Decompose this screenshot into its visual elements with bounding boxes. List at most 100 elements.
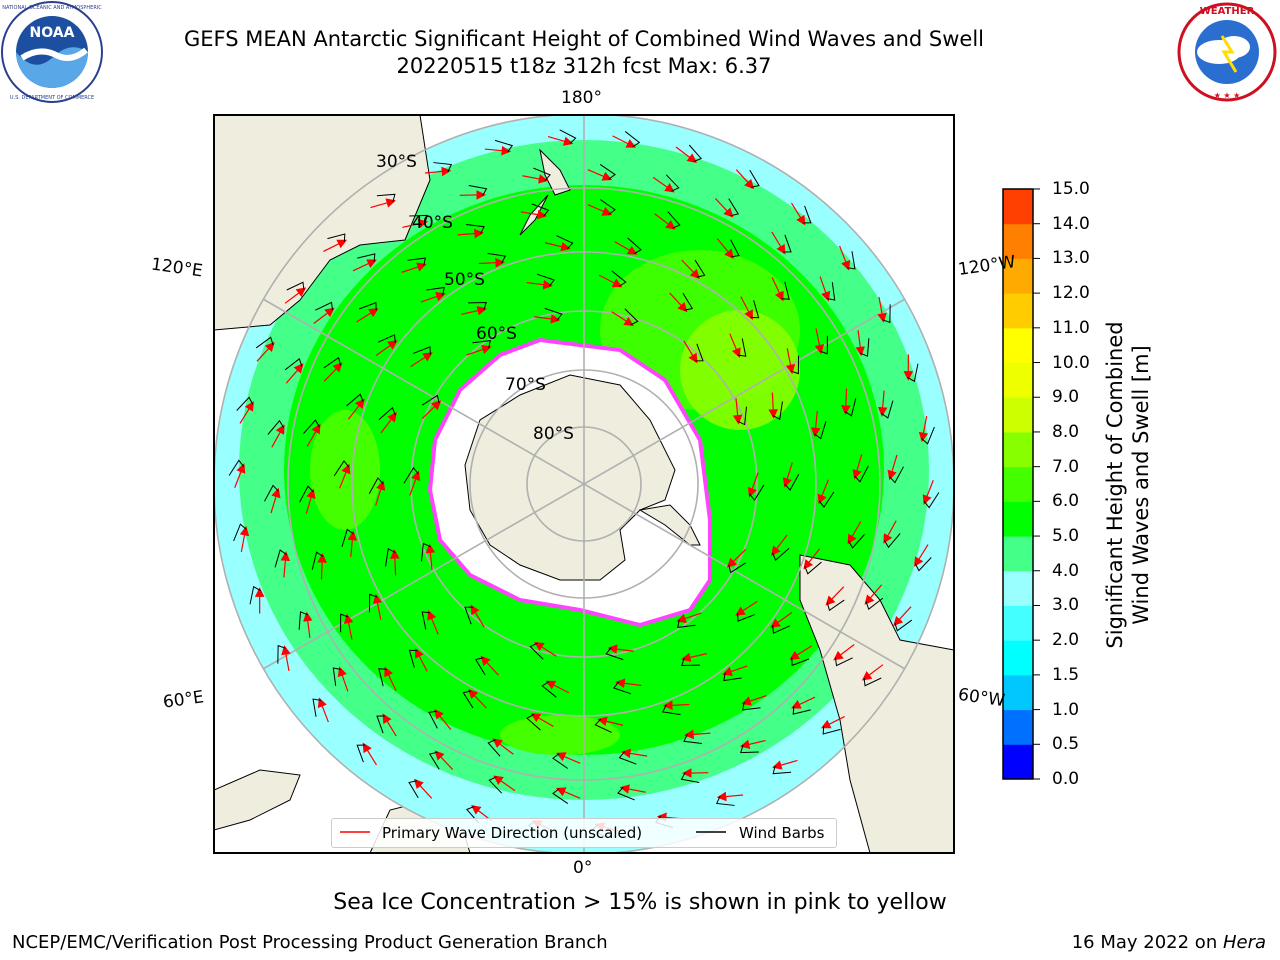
lat-label-70s: 70°S [505, 375, 546, 395]
wind-barb [624, 308, 639, 326]
colorbar-title: Significant Height of Combined Wind Waves… [1103, 321, 1153, 649]
colorbar-tick-label: 3.0 [1052, 595, 1080, 616]
wind-barb [332, 667, 342, 686]
wind-barb [742, 701, 761, 711]
wind-barb [552, 753, 569, 769]
legend-wave-label: Primary Wave Direction (unscaled) [382, 824, 643, 842]
wave-arrow [337, 666, 349, 692]
wave-arrow [852, 453, 863, 480]
wave-arrow [492, 738, 514, 755]
wind-barb [357, 253, 376, 262]
wind-barb [378, 668, 387, 687]
wind-barb [526, 713, 541, 731]
wave-arrow [347, 530, 358, 557]
wave-arrow [771, 534, 788, 557]
wave-arrow [676, 612, 702, 623]
wave-arrow [239, 525, 250, 552]
wind-barb [541, 681, 557, 698]
wind-barb [323, 356, 342, 369]
colorbar-segment [1003, 570, 1033, 606]
wind-barb [233, 523, 247, 542]
wind-barb [834, 657, 853, 667]
wave-arrow [323, 239, 348, 252]
colorbar-tick-label: 10.0 [1052, 352, 1090, 373]
wave-arrow [478, 257, 506, 268]
wave-arrow [675, 146, 698, 163]
wave-arrow [534, 314, 561, 324]
colorbar-tick-label: 5.0 [1052, 526, 1080, 547]
wave-arrow [803, 548, 821, 570]
wind-barb [487, 739, 501, 757]
lon-label-0: 0° [573, 858, 593, 878]
colorbar-tick-label: 8.0 [1052, 421, 1080, 442]
wind-barb [728, 562, 747, 574]
wave-arrow [768, 392, 778, 419]
wind-barb [559, 129, 577, 145]
wind-barb [677, 619, 696, 628]
wave-arrow [614, 241, 638, 255]
footer-date: 16 May 2022 on Hera [1071, 932, 1266, 953]
wind-barb [682, 292, 694, 311]
wind-barb [826, 282, 836, 301]
wave-arrow [270, 487, 281, 514]
wave-arrow [370, 198, 396, 209]
wind-barb [599, 164, 616, 180]
wave-arrow [356, 308, 379, 323]
wave-arrow [313, 307, 335, 325]
wave-arrow [662, 700, 690, 711]
wind-barb [298, 611, 309, 630]
wind-barb [494, 139, 514, 153]
wind-barb [421, 611, 431, 630]
wind-barb [556, 235, 574, 250]
wind-barb [376, 715, 386, 734]
wind-barb [267, 419, 285, 435]
wind-barb [854, 465, 869, 483]
svg-text:WEATHER: WEATHER [1200, 6, 1255, 17]
wave-arrow [893, 606, 912, 627]
wave-arrow [791, 696, 816, 709]
wave-arrow [380, 411, 397, 434]
wave-arrow [716, 238, 734, 259]
wave-arrow [847, 521, 862, 545]
colorbar-segment [1003, 223, 1033, 259]
wind-barb [683, 733, 702, 744]
wave-arrow [681, 652, 707, 663]
wind-barb [284, 358, 303, 371]
wave-arrow [817, 479, 829, 505]
wind-barb [848, 534, 865, 549]
wind-barb [356, 744, 366, 763]
wind-barb [728, 198, 740, 217]
colorbar-tick-label: 6.0 [1052, 491, 1080, 512]
wave-arrow [234, 463, 246, 488]
colorbar-tick-label: 9.0 [1052, 387, 1080, 408]
wave-arrow [375, 480, 386, 506]
wave-arrow [741, 695, 767, 706]
wind-barb [772, 765, 792, 775]
wind-barb [421, 542, 431, 562]
wind-barb [791, 657, 810, 667]
wave-arrow [323, 362, 343, 382]
wind-barb [694, 343, 704, 362]
wave-arrow [420, 292, 446, 303]
wind-barb [299, 485, 314, 503]
wave-arrow [735, 169, 755, 190]
wind-barbs [228, 129, 940, 839]
wave-arrow [239, 401, 254, 424]
svg-text:U.S. DEPARTMENT OF COMMERCE: U.S. DEPARTMENT OF COMMERCE [10, 95, 94, 101]
wind-barb [536, 273, 555, 287]
wind-barb [881, 400, 894, 419]
wind-barb [311, 551, 324, 570]
colorbar-tick-label: 11.0 [1052, 317, 1090, 338]
wave-arrow [339, 463, 351, 489]
nws-logo: WEATHER ★ ★ ★ [1177, 2, 1277, 102]
wind-barb [611, 270, 627, 287]
wind-barb [921, 426, 935, 445]
wind-barb [529, 642, 544, 660]
colorbar-tick-label: 13.0 [1052, 248, 1090, 269]
wave-arrow [372, 593, 383, 620]
wind-barb [772, 625, 791, 634]
wave-arrow [271, 424, 285, 448]
wind-barb [487, 252, 507, 264]
colorbar-tick-label: 12.0 [1052, 283, 1090, 304]
wave-arrow [814, 328, 825, 355]
